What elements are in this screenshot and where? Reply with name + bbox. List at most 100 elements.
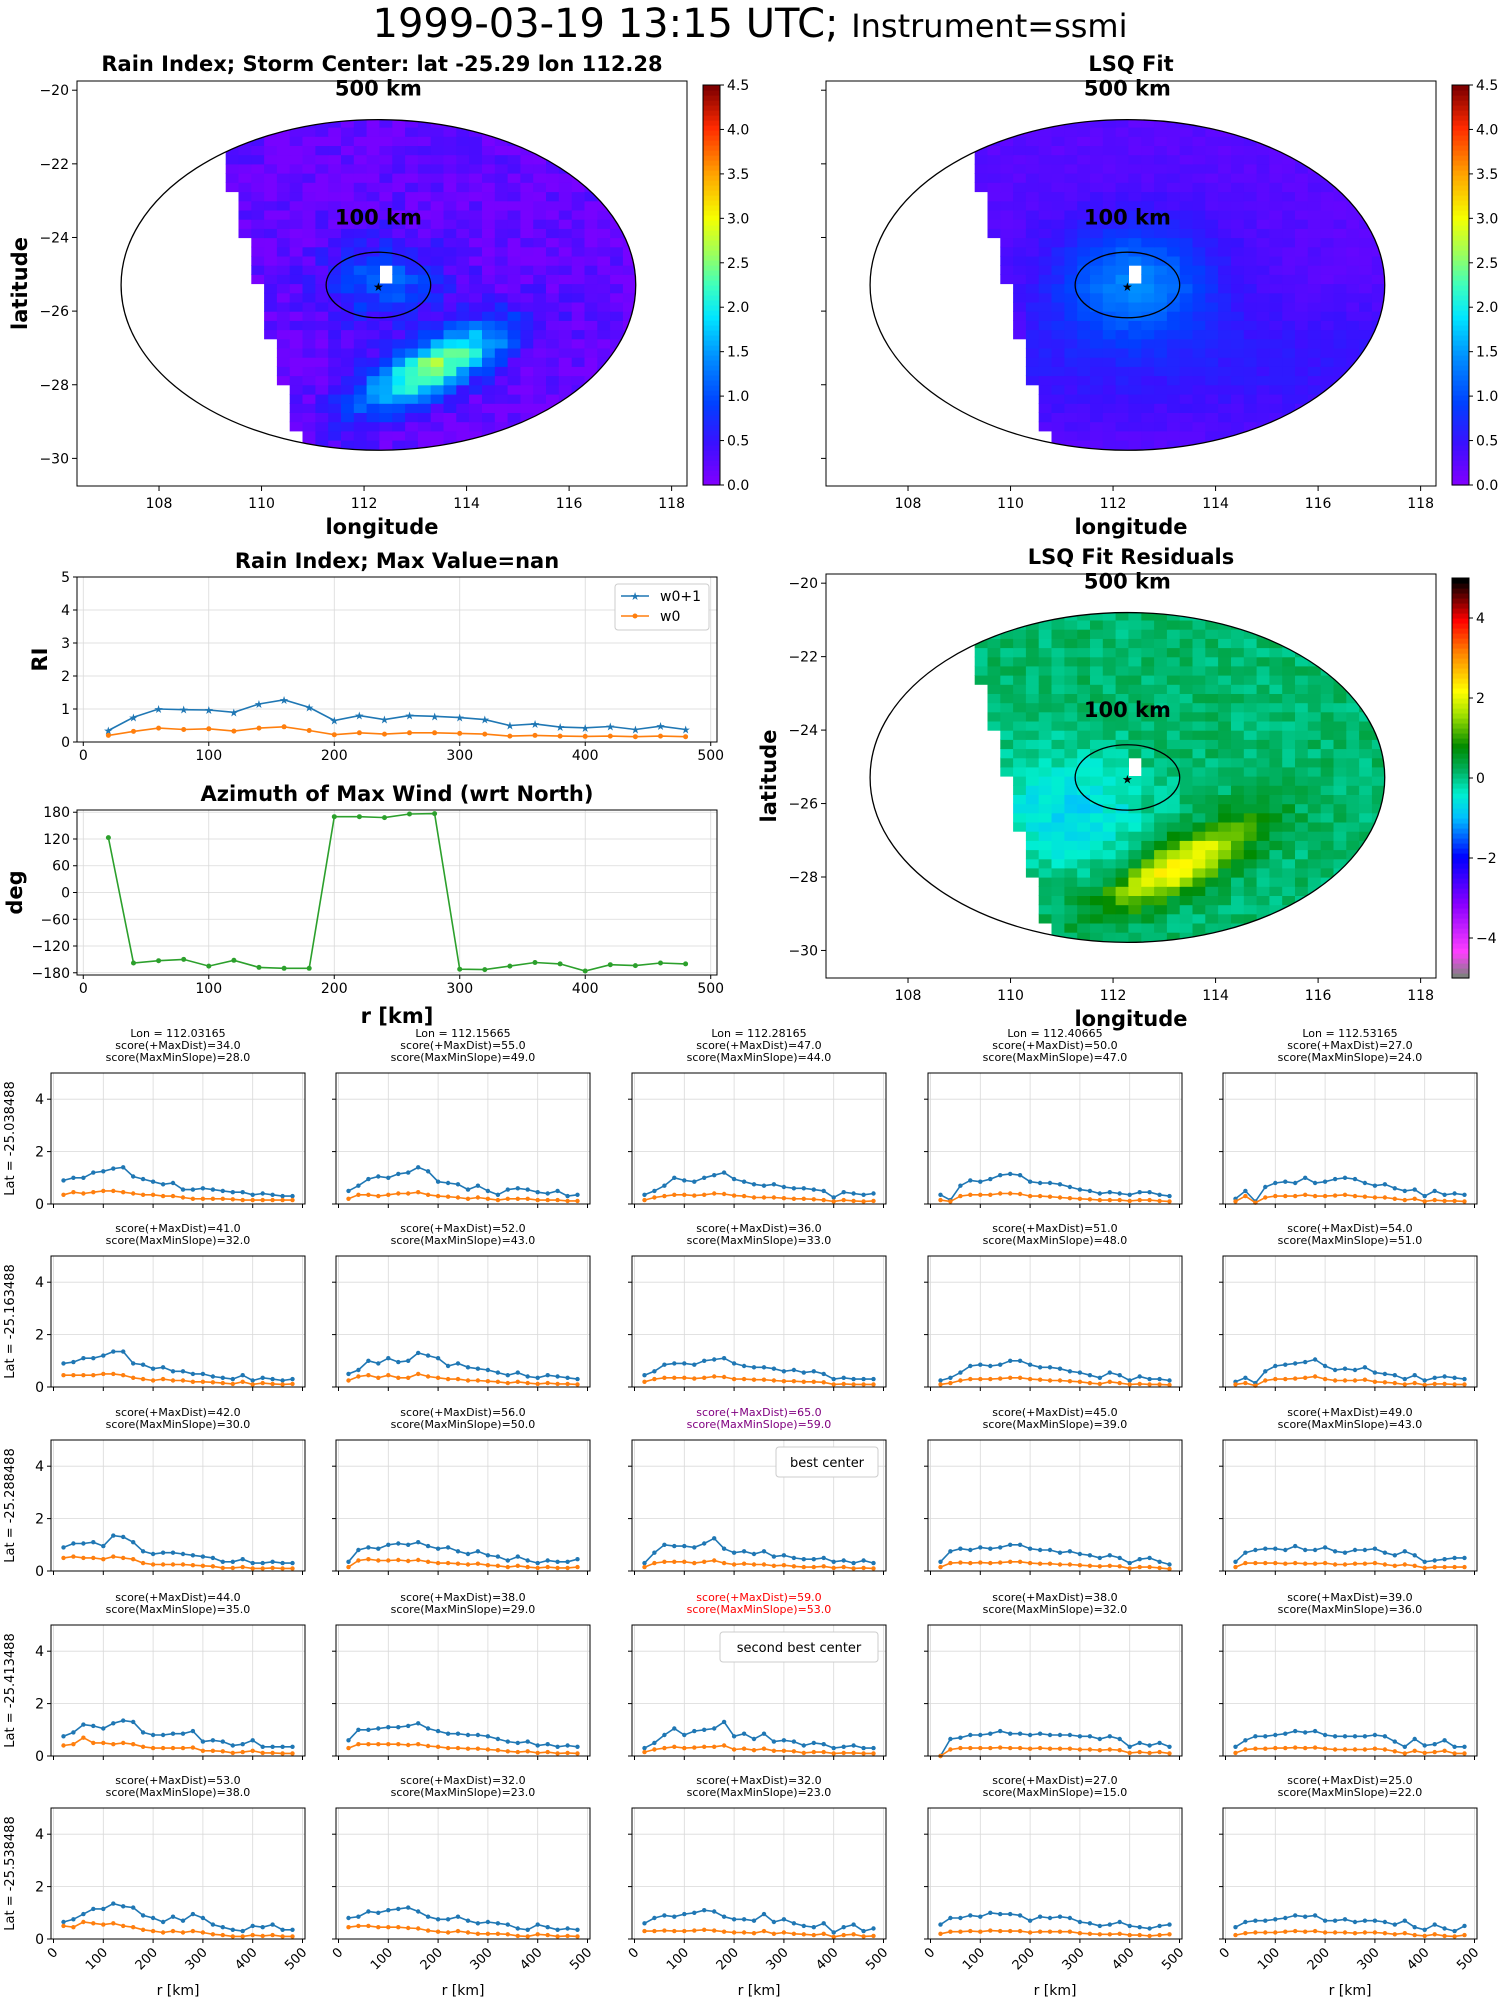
- data-point: [495, 1563, 501, 1569]
- data-point: [811, 1187, 816, 1192]
- data-point: [280, 1560, 285, 1566]
- data-point: [111, 1166, 116, 1171]
- data-point: [938, 1564, 943, 1570]
- data-point: [396, 1171, 401, 1177]
- colorbar-cell: [1452, 425, 1469, 431]
- colorbar-cell: [1452, 475, 1469, 481]
- panel-score-maxdist: score(+MaxDist)=39.0: [1287, 1591, 1412, 1604]
- axes-frame: [631, 1439, 887, 1572]
- data-point: [575, 1376, 580, 1382]
- data-point: [131, 1719, 136, 1725]
- data-point: [938, 1382, 943, 1387]
- data-point: [465, 1562, 471, 1567]
- data-point: [712, 1909, 717, 1914]
- data-point: [731, 1917, 737, 1922]
- data-point: [406, 1925, 411, 1931]
- data-point: [200, 1196, 206, 1202]
- data-point: [632, 963, 638, 969]
- data-point: [1303, 1192, 1308, 1198]
- colorbar-cell: [1452, 613, 1469, 619]
- data-point: [1462, 1555, 1467, 1561]
- data-point: [240, 1934, 245, 1939]
- data-point: [160, 1550, 166, 1555]
- x-tick-label: 500: [697, 748, 724, 764]
- colorbar-cell: [1452, 648, 1469, 654]
- data-point: [575, 1934, 580, 1939]
- data-point: [465, 1918, 471, 1923]
- profile-panel: score(MaxMinSlope)=39.0score(+MaxDist)=4…: [924, 1406, 1183, 1575]
- x-tick-label: 110: [248, 496, 275, 512]
- data-point: [821, 1555, 826, 1561]
- colorbar-cell: [1452, 145, 1469, 151]
- data-point: [121, 1534, 126, 1540]
- data-point: [1263, 1184, 1268, 1190]
- data-point: [841, 1744, 846, 1750]
- data-point: [150, 1562, 156, 1567]
- data-point: ★: [605, 720, 615, 733]
- data-point: [396, 1725, 401, 1730]
- data-point: [761, 1731, 767, 1736]
- data-point: [801, 1743, 806, 1748]
- data-point: [290, 1376, 295, 1382]
- data-point: [386, 1373, 391, 1378]
- data-point: [555, 1565, 560, 1571]
- colorbar-cell: [1452, 938, 1469, 944]
- ring-100km: [1074, 744, 1181, 811]
- data-point: [1273, 1180, 1278, 1186]
- data-point: [851, 1382, 856, 1387]
- panel-score-maxdist: score(+MaxDist)=34.0: [115, 1039, 240, 1052]
- swath-pixels: [961, 612, 1385, 943]
- data-point: [781, 1196, 787, 1201]
- data-point: [1097, 1923, 1103, 1929]
- series-line-0: [940, 1173, 1170, 1202]
- colorbar-cell: [1452, 593, 1469, 599]
- series-line-0: [1235, 1176, 1465, 1203]
- data-point: [61, 1373, 66, 1378]
- colorbar-cell: [1452, 703, 1469, 709]
- colorbar-cell: [703, 320, 720, 326]
- data-point: [525, 1374, 530, 1379]
- panel-score-slope: score(MaxMinSlope)=53.0: [687, 1603, 832, 1616]
- series-line-0: [644, 1909, 874, 1934]
- colorbar-tick-label: 0.0: [1476, 478, 1498, 494]
- data-point: ★: [204, 704, 214, 717]
- data-point: [1342, 1192, 1348, 1198]
- data-point: [1332, 1918, 1338, 1923]
- axes-frame: [50, 1624, 306, 1757]
- data-point: [170, 1550, 176, 1555]
- colorbar-cell: [1452, 285, 1469, 291]
- data-point: [672, 1375, 677, 1381]
- colorbar-cell: [703, 470, 720, 476]
- panel-row-label: Lat = -25.038488: [3, 1081, 18, 1195]
- data-point: [1017, 1358, 1023, 1364]
- data-point: [682, 1732, 687, 1738]
- data-point: [200, 1371, 206, 1377]
- data-point: [465, 1551, 471, 1557]
- data-point: [1372, 1732, 1378, 1738]
- ring-500km: [869, 119, 1386, 451]
- data-point: [741, 1363, 747, 1369]
- data-point: [1077, 1187, 1083, 1192]
- data-point: [1008, 1375, 1013, 1381]
- data-point: [71, 1373, 76, 1378]
- data-point: [968, 1363, 973, 1369]
- profile-panel: score(MaxMinSlope)=43.0score(+MaxDist)=5…: [332, 1222, 591, 1391]
- colorbar-cell: [1452, 863, 1469, 869]
- data-point: [692, 1362, 697, 1367]
- data-point: [366, 1727, 371, 1733]
- colorbar-cell: [703, 415, 720, 421]
- data-point: [751, 1918, 757, 1923]
- data-point: [160, 1919, 166, 1925]
- data-point: [841, 1558, 846, 1563]
- x-tick-label: 114: [1202, 496, 1229, 512]
- colorbar-tick-label: 4.5: [1476, 78, 1498, 94]
- data-point: [1017, 1731, 1023, 1736]
- colorbar-cell: [1452, 673, 1469, 679]
- colorbar-cell: [1452, 100, 1469, 106]
- data-point: [978, 1732, 983, 1738]
- data-point: [1303, 1745, 1308, 1751]
- data-point: [1402, 1918, 1408, 1923]
- data-point: [1027, 1376, 1033, 1382]
- data-point: [1253, 1734, 1258, 1739]
- data-point: [105, 835, 111, 841]
